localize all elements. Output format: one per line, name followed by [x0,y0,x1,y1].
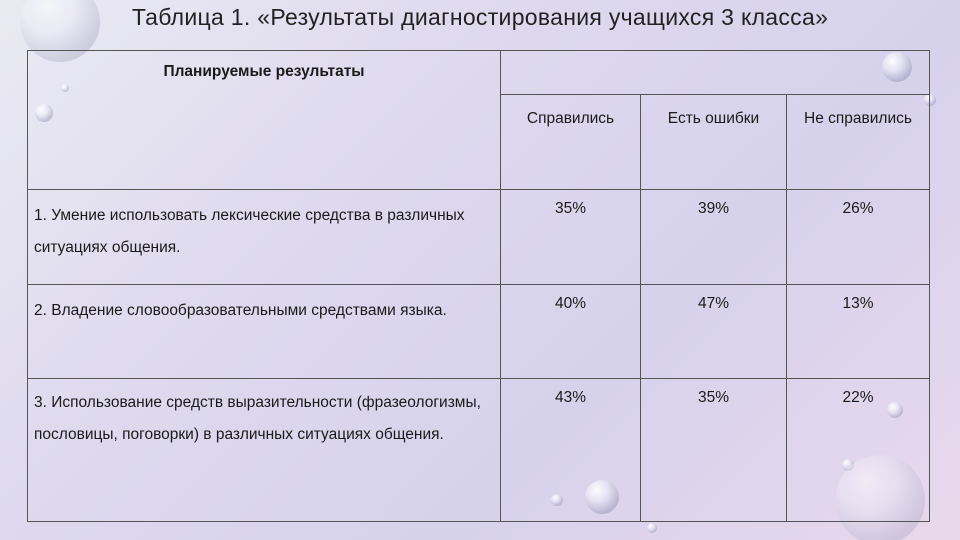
cell-value: 22% [785,378,931,522]
cell-value: 26% [785,189,931,285]
table-row: 2. Владение словообразовательными средст… [27,284,931,379]
cell-value: 35% [640,378,787,522]
results-table: Планируемые результаты Справились Есть о… [27,50,931,522]
cell-value: 35% [500,189,641,285]
table-row: 1. Умение использовать лексические средс… [27,189,931,285]
cell-value: 39% [640,189,787,285]
row-label: 1. Умение использовать лексические средс… [27,189,501,285]
cell-value: 47% [640,284,787,379]
row-label: 3. Использование средств выразительности… [27,378,501,522]
page-title: Таблица 1. «Результаты диагностирования … [131,4,829,30]
table-row: 3. Использование средств выразительности… [27,378,931,522]
header-col-success: Справились [500,94,641,190]
row-label: 2. Владение словообразовательными средст… [27,284,501,379]
header-col-errors: Есть ошибки [640,94,787,190]
cell-value: 13% [785,284,931,379]
header-planned-results: Планируемые результаты [27,50,501,190]
header-spacer [499,50,931,95]
cell-value: 43% [500,378,641,522]
cell-value: 40% [500,284,641,379]
header-col-failed: Не справились [785,94,931,190]
